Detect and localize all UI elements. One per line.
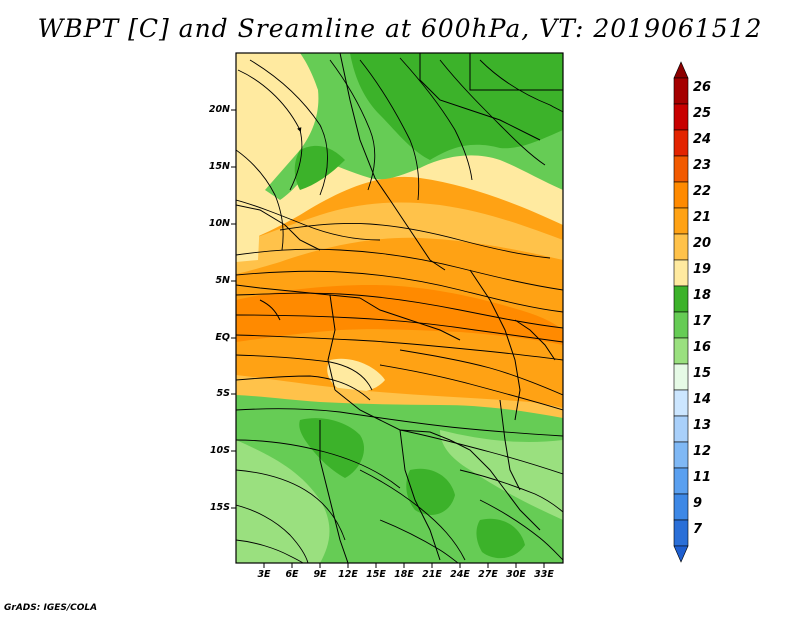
colorbar-label: 9 — [693, 496, 703, 511]
lon-label: 3E — [257, 569, 271, 580]
wbpt-field — [236, 53, 563, 563]
streamlines — [236, 57, 563, 563]
colorbar-label: 24 — [693, 132, 712, 147]
colorbar-segment — [673, 155, 689, 183]
colorbar — [673, 61, 689, 563]
colorbar-label: 7 — [693, 522, 703, 537]
lon-label: 9E — [313, 569, 327, 580]
colorbar-segment — [673, 389, 689, 417]
field-south-yellow — [327, 358, 385, 393]
colorbar-segment — [673, 77, 689, 105]
lat-label: 5N — [215, 275, 230, 286]
field-south-green-light-2 — [440, 430, 563, 520]
map-frame — [235, 52, 564, 564]
colorbar-segment — [673, 129, 689, 157]
colorbar-segment — [673, 363, 689, 391]
lon-label: 6E — [285, 569, 299, 580]
colorbar-label: 23 — [693, 158, 712, 173]
colorbar-segment — [673, 467, 689, 495]
field-dark-orange — [236, 285, 563, 345]
colorbar-segment — [673, 285, 689, 313]
field-south-green-light — [236, 440, 330, 563]
software-credit: GrADS: IGES/COLA — [4, 603, 98, 613]
colorbar-label: 15 — [693, 366, 712, 381]
colorbar-segment — [673, 337, 689, 365]
field-north-light-orange — [236, 202, 563, 274]
colorbar-top-arrow — [673, 61, 689, 79]
field-south-green-dark-3 — [476, 518, 525, 559]
colorbar-label: 17 — [693, 314, 712, 329]
lon-label: 15E — [366, 569, 386, 580]
colorbar-label: 19 — [693, 262, 712, 277]
colorbar-label: 14 — [693, 392, 712, 407]
field-south-green-dark — [299, 418, 365, 478]
colorbar-label: 26 — [693, 80, 712, 95]
lat-label: 10S — [209, 445, 230, 456]
colorbar-label: 25 — [693, 106, 712, 121]
colorbar-segment — [673, 441, 689, 469]
lon-label: 27E — [478, 569, 498, 580]
lon-label: 33E — [534, 569, 554, 580]
colorbar-segment — [673, 259, 689, 287]
lat-label: 5S — [216, 388, 230, 399]
colorbar-label: 21 — [693, 210, 712, 225]
lon-label: 24E — [450, 569, 470, 580]
colorbar-segment — [673, 519, 689, 547]
lon-label: 12E — [338, 569, 358, 580]
colorbar-label: 16 — [693, 340, 712, 355]
colorbar-label: 18 — [693, 288, 712, 303]
colorbar-label: 11 — [693, 470, 712, 485]
lon-label: 18E — [394, 569, 414, 580]
colorbar-label: 22 — [693, 184, 712, 199]
colorbar-segment — [673, 233, 689, 261]
lat-label: 15S — [209, 502, 230, 513]
colorbar-segment — [673, 207, 689, 235]
field-north-green-dark — [350, 53, 563, 160]
colorbar-label: 12 — [693, 444, 712, 459]
colorbar-segment — [673, 493, 689, 521]
lat-label: 15N — [208, 161, 230, 172]
colorbar-segment — [673, 103, 689, 131]
lon-ticks — [263, 563, 545, 568]
field-west-strip — [236, 53, 264, 262]
field-north-green-patch — [294, 145, 345, 190]
plot-title: WBPT [C] and Sreamline at 600hPa, VT: 20… — [37, 14, 763, 43]
lon-label: 21E — [422, 569, 442, 580]
field-south-green-dark-2 — [406, 468, 455, 515]
colorbar-segment — [673, 181, 689, 209]
colorbar-segment — [673, 311, 689, 339]
colorbar-label: 13 — [693, 418, 712, 433]
colorbar-segment — [673, 415, 689, 443]
country-borders — [236, 53, 563, 563]
lon-label: 30E — [506, 569, 526, 580]
lat-label: 10N — [208, 218, 230, 229]
colorbar-label: 20 — [693, 236, 712, 251]
lat-ticks — [231, 109, 236, 509]
lat-label: EQ — [215, 332, 230, 343]
lat-label: 20N — [208, 104, 230, 115]
colorbar-bottom-arrow — [673, 545, 689, 563]
